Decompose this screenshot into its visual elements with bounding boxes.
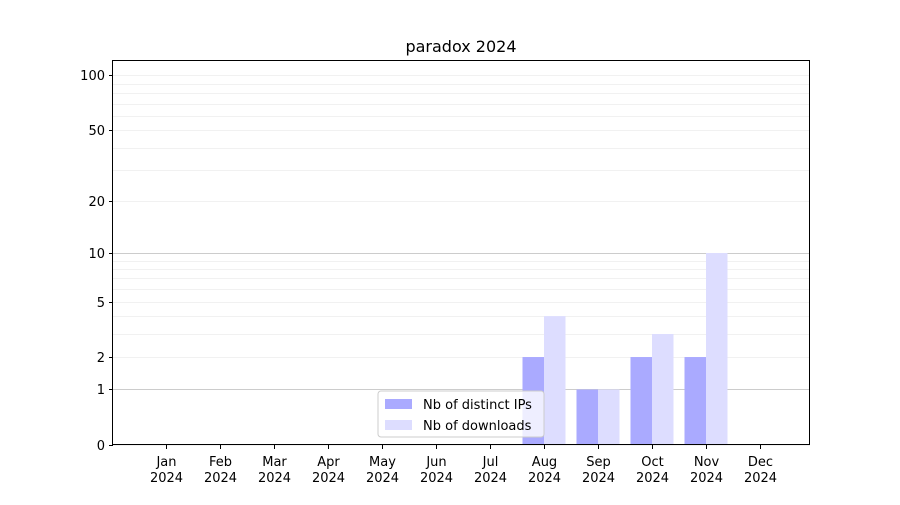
- y-tick-label: 5: [97, 296, 105, 311]
- x-tick-label: Jul 2024: [474, 455, 507, 486]
- x-tick-label: Mar 2024: [258, 455, 291, 486]
- tick-layer: 0 1 2 5 10 20 50 100 Jan 2024 Feb 2024 Mar 2024 Apr 202…: [80, 69, 777, 486]
- x-tick-label: Oct 2024: [636, 455, 669, 486]
- x-tick-label: Dec 2024: [744, 455, 777, 486]
- chart-title: paradox 2024: [405, 37, 516, 56]
- x-tick-label: Feb 2024: [204, 455, 237, 486]
- x-tick-label: Jan 2024: [150, 455, 183, 486]
- legend-box: [377, 390, 545, 438]
- legend-swatch: [385, 399, 412, 409]
- bar-downloads: [598, 389, 620, 445]
- bar-distinct-ips: [630, 357, 652, 445]
- bar-downloads: [544, 316, 566, 445]
- y-tick-label: 20: [88, 195, 105, 210]
- bar-downloads: [652, 333, 674, 445]
- y-tick-label: 0: [97, 439, 105, 454]
- y-tick-label: 50: [88, 124, 105, 139]
- y-tick-label: 10: [88, 247, 105, 262]
- legend-swatch: [385, 420, 412, 430]
- bar-distinct-ips: [684, 357, 706, 445]
- legend-label: Nb of distinct IPs: [423, 398, 532, 413]
- y-tick-label: 2: [97, 351, 105, 366]
- bar-downloads: [706, 253, 728, 445]
- x-tick-label: Apr 2024: [312, 455, 345, 486]
- y-tick-label: 100: [80, 69, 105, 84]
- y-tick-label: 1: [97, 383, 105, 398]
- legend-label: Nb of downloads: [423, 419, 532, 434]
- x-tick-label: Jun 2024: [420, 455, 453, 486]
- bar-layer: [522, 253, 728, 445]
- x-tick-label: May 2024: [366, 455, 399, 486]
- x-tick-label: Aug 2024: [528, 455, 561, 486]
- bar-distinct-ips: [576, 389, 598, 445]
- x-tick-label: Sep 2024: [582, 455, 615, 486]
- x-tick-label: Nov 2024: [690, 455, 723, 486]
- legend: Nb of distinct IPs Nb of downloads: [377, 390, 545, 438]
- plot-frame: [112, 60, 810, 445]
